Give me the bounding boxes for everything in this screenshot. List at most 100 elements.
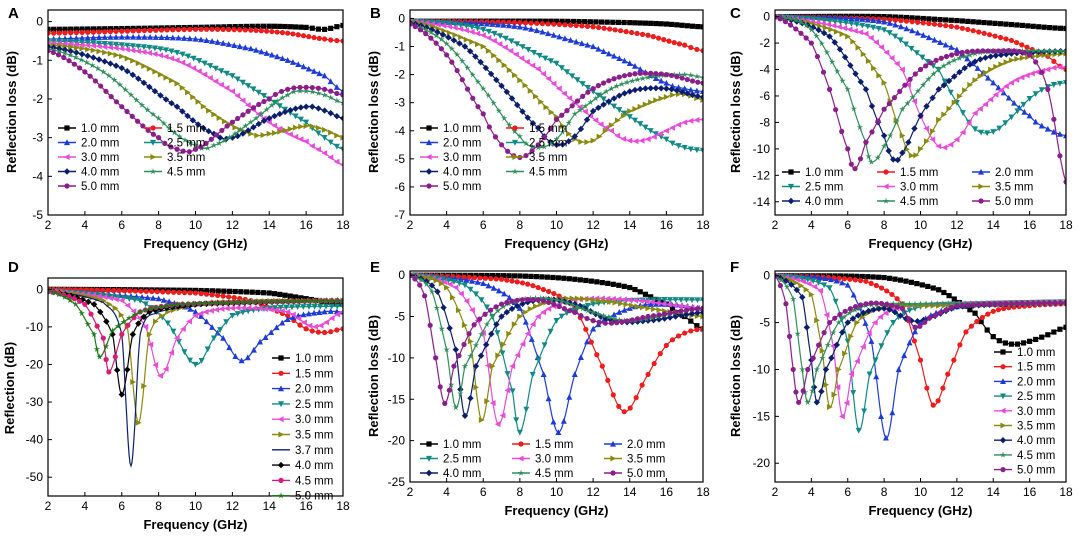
data-point — [203, 37, 210, 44]
legend-item: 3.5 mm — [604, 454, 665, 466]
data-point — [953, 136, 960, 143]
data-point — [663, 21, 669, 27]
data-point — [73, 291, 79, 298]
data-point — [124, 302, 131, 309]
data-point — [538, 301, 545, 308]
data-point — [512, 72, 518, 79]
data-point — [650, 306, 657, 313]
data-point — [599, 279, 605, 286]
data-point — [689, 306, 695, 312]
data-point — [599, 363, 605, 369]
data-point — [639, 304, 646, 311]
x-tick-label: 8 — [881, 485, 888, 499]
data-point — [600, 48, 607, 55]
data-point — [498, 276, 505, 282]
data-point — [930, 285, 936, 291]
data-point — [637, 121, 644, 127]
legend-label: 5.0 mm — [627, 468, 665, 480]
data-point — [240, 112, 246, 118]
data-point — [107, 28, 114, 35]
data-point — [309, 84, 315, 91]
data-point — [550, 418, 557, 425]
data-point — [112, 296, 119, 303]
data-point — [816, 342, 822, 348]
data-point — [529, 321, 536, 328]
data-point — [818, 40, 825, 47]
data-point — [1005, 94, 1012, 101]
data-point — [107, 50, 114, 57]
data-point — [434, 275, 441, 282]
series-2-5mm — [775, 14, 1066, 137]
legend-label: 2.5 mm — [443, 454, 481, 466]
legend-item: 3.5 mm — [144, 152, 205, 164]
data-point — [560, 123, 566, 130]
data-point — [309, 328, 315, 334]
data-point — [813, 399, 821, 406]
data-point — [878, 300, 885, 307]
data-point — [163, 47, 169, 54]
series-4-5mm — [775, 13, 1066, 165]
data-point — [859, 314, 866, 321]
data-point — [914, 280, 920, 287]
data-point — [195, 68, 202, 75]
data-point — [509, 298, 515, 304]
data-point — [48, 30, 51, 36]
data-point — [675, 333, 682, 339]
y-tick-label: -10 — [26, 320, 44, 334]
data-point — [231, 130, 239, 137]
legend-item: 4.0 mm — [272, 460, 333, 472]
data-point — [334, 327, 340, 333]
data-point — [276, 125, 283, 132]
data-point — [464, 86, 471, 92]
data-point — [601, 298, 608, 305]
data-point — [954, 51, 960, 57]
legend-label: 2.0 mm — [995, 167, 1033, 179]
data-point — [634, 316, 641, 322]
panel-c: C2 4 6 8 10 12 14 16 180-2-4-6-8-10-12-14Frequen… — [728, 5, 1073, 251]
data-point — [590, 318, 596, 324]
data-point — [534, 313, 541, 320]
data-point — [880, 305, 888, 312]
data-point — [284, 298, 291, 305]
data-point — [965, 120, 972, 127]
data-point — [1030, 300, 1036, 306]
data-point — [245, 298, 253, 305]
data-point — [839, 279, 846, 286]
series-2-0mm — [48, 33, 343, 94]
data-point — [475, 104, 481, 110]
data-point — [340, 134, 343, 141]
x-tick-label: 8 — [881, 218, 888, 232]
data-point — [595, 104, 602, 112]
data-point — [309, 25, 315, 31]
data-point — [264, 28, 270, 34]
data-point — [1052, 25, 1058, 31]
data-point — [905, 139, 912, 146]
data-point — [254, 132, 261, 139]
data-point — [130, 378, 137, 385]
legend-item: 3.0 mm — [512, 454, 573, 466]
data-point — [793, 389, 799, 395]
data-point — [434, 21, 441, 28]
data-point — [474, 25, 481, 32]
data-point — [504, 299, 510, 306]
data-point — [873, 39, 879, 46]
data-point — [905, 81, 911, 88]
data-point — [821, 282, 828, 289]
data-point — [614, 320, 620, 326]
data-point — [523, 152, 529, 159]
data-point — [990, 48, 996, 54]
data-point — [637, 70, 643, 76]
data-point — [1020, 101, 1027, 108]
data-point — [321, 86, 328, 92]
data-point — [790, 366, 796, 373]
data-point — [497, 33, 504, 40]
data-point — [894, 304, 900, 310]
y-tick-label: -6 — [394, 180, 405, 194]
data-point — [491, 30, 498, 37]
data-point — [810, 355, 816, 361]
data-point — [787, 277, 794, 284]
data-point — [859, 22, 866, 29]
data-point — [700, 305, 703, 311]
data-point — [951, 357, 957, 363]
data-point — [1050, 82, 1057, 88]
